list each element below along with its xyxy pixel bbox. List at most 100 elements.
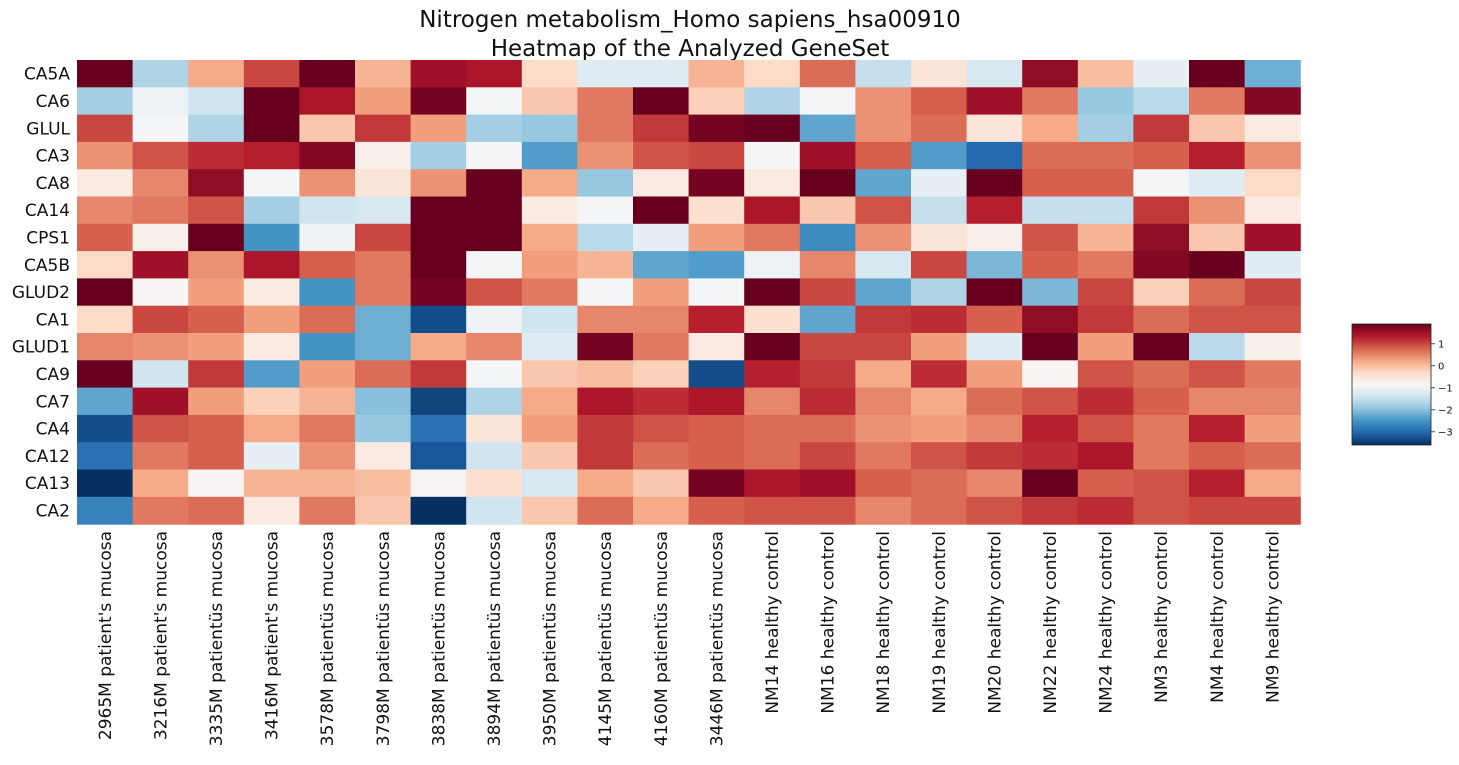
heatmap-cell	[132, 223, 189, 252]
heatmap-cell	[1133, 414, 1190, 443]
heatmap-cell	[1022, 278, 1079, 307]
heatmap-cell	[188, 387, 245, 416]
heatmap-cell	[966, 223, 1023, 252]
heatmap-cell	[966, 196, 1023, 225]
heatmap-cell	[855, 141, 912, 170]
heatmap-cell	[688, 469, 745, 498]
heatmap-cell	[1022, 114, 1079, 143]
colorbar-tick-label: −1	[1438, 383, 1453, 394]
heatmap-cell	[966, 414, 1023, 443]
heatmap-cell	[132, 333, 189, 361]
heatmap-cell	[132, 87, 189, 116]
heatmap-cell	[633, 87, 690, 116]
heatmap-cell	[521, 251, 578, 279]
heatmap-cell	[799, 442, 856, 471]
heatmap-cell	[577, 87, 634, 116]
heatmap-cell	[855, 251, 912, 279]
heatmap-cell	[521, 114, 578, 143]
heatmap-cell	[1133, 60, 1190, 88]
heatmap-cell	[77, 469, 134, 498]
heatmap-cell	[1133, 196, 1190, 225]
heatmap-cell	[1189, 141, 1246, 170]
heatmap-cell	[577, 251, 634, 279]
heatmap-cell	[410, 360, 467, 389]
heatmap-cell	[77, 278, 134, 307]
heatmap-cell	[1077, 169, 1134, 198]
colorbar-tick-label: 0	[1438, 361, 1444, 372]
heatmap-cell	[132, 360, 189, 389]
heatmap-cell	[966, 469, 1023, 498]
heatmap-cell	[688, 251, 745, 279]
heatmap-cell	[243, 251, 300, 279]
heatmap-cell	[1133, 333, 1190, 361]
column-label: 3446M patientüs mucosa	[707, 531, 727, 746]
heatmap-cell	[966, 305, 1023, 334]
heatmap-cell	[299, 360, 356, 389]
heatmap-cell	[1022, 333, 1079, 361]
heatmap-cell	[410, 305, 467, 334]
heatmap-cell	[410, 469, 467, 498]
heatmap-cell	[1133, 223, 1190, 252]
heatmap-cell	[966, 114, 1023, 143]
heatmap-cell	[799, 333, 856, 361]
heatmap-cell	[521, 387, 578, 416]
heatmap-cell	[744, 141, 801, 170]
heatmap-cell	[299, 60, 356, 88]
heatmap-cell	[521, 141, 578, 170]
heatmap-cell	[911, 305, 968, 334]
heatmap-cell	[911, 87, 968, 116]
heatmap-cell	[355, 196, 412, 225]
heatmap-cell	[188, 196, 245, 225]
heatmap-cell	[633, 251, 690, 279]
column-label: 3416M patient's mucosa	[263, 531, 283, 740]
heatmap-cell	[799, 387, 856, 416]
heatmap-cell	[799, 305, 856, 334]
heatmap-cell	[299, 251, 356, 279]
heatmap-cell	[911, 496, 968, 525]
heatmap-cell	[799, 196, 856, 225]
heatmap-cell	[521, 305, 578, 334]
heatmap-cell	[1077, 387, 1134, 416]
heatmap-cell	[355, 60, 412, 88]
heatmap-cell	[521, 442, 578, 471]
heatmap-cell	[688, 305, 745, 334]
heatmap-cell	[966, 496, 1023, 525]
heatmap-cell	[688, 223, 745, 252]
heatmap-cell	[466, 196, 523, 225]
heatmap-cell	[521, 169, 578, 198]
heatmap-cell	[799, 87, 856, 116]
heatmap-cell	[911, 196, 968, 225]
row-label: CA13	[25, 474, 70, 494]
heatmap-cell	[355, 496, 412, 525]
heatmap-cell	[1189, 251, 1246, 279]
colorbar: 1 0 −1 −2 −3	[1351, 323, 1453, 446]
heatmap-cell	[1189, 469, 1246, 498]
heatmap-cell	[243, 196, 300, 225]
heatmap-cell	[1189, 305, 1246, 334]
heatmap-cell	[299, 141, 356, 170]
colorbar-gradient	[1351, 323, 1432, 446]
heatmap-cell	[299, 114, 356, 143]
heatmap-cell	[577, 169, 634, 198]
heatmap-cell	[521, 469, 578, 498]
heatmap-cell	[966, 251, 1023, 279]
heatmap-cell	[243, 87, 300, 116]
heatmap-cell	[577, 114, 634, 143]
heatmap-cell	[1022, 251, 1079, 279]
heatmap-cell	[299, 414, 356, 443]
heatmap-cell	[521, 60, 578, 88]
heatmap-cell	[966, 387, 1023, 416]
title-line-1: Nitrogen metabolism_Homo sapiens_hsa0091…	[419, 7, 961, 33]
heatmap-cell	[911, 469, 968, 498]
heatmap-cell	[188, 87, 245, 116]
heatmap-cell	[855, 196, 912, 225]
heatmap-cell	[1244, 251, 1301, 279]
heatmap-cell	[188, 469, 245, 498]
heatmap-cell	[744, 496, 801, 525]
heatmap-cell	[132, 496, 189, 525]
heatmap-cell	[77, 333, 134, 361]
heatmap-cell	[77, 223, 134, 252]
heatmap-cell	[355, 114, 412, 143]
heatmap-cell	[188, 223, 245, 252]
heatmap-cell	[1077, 87, 1134, 116]
